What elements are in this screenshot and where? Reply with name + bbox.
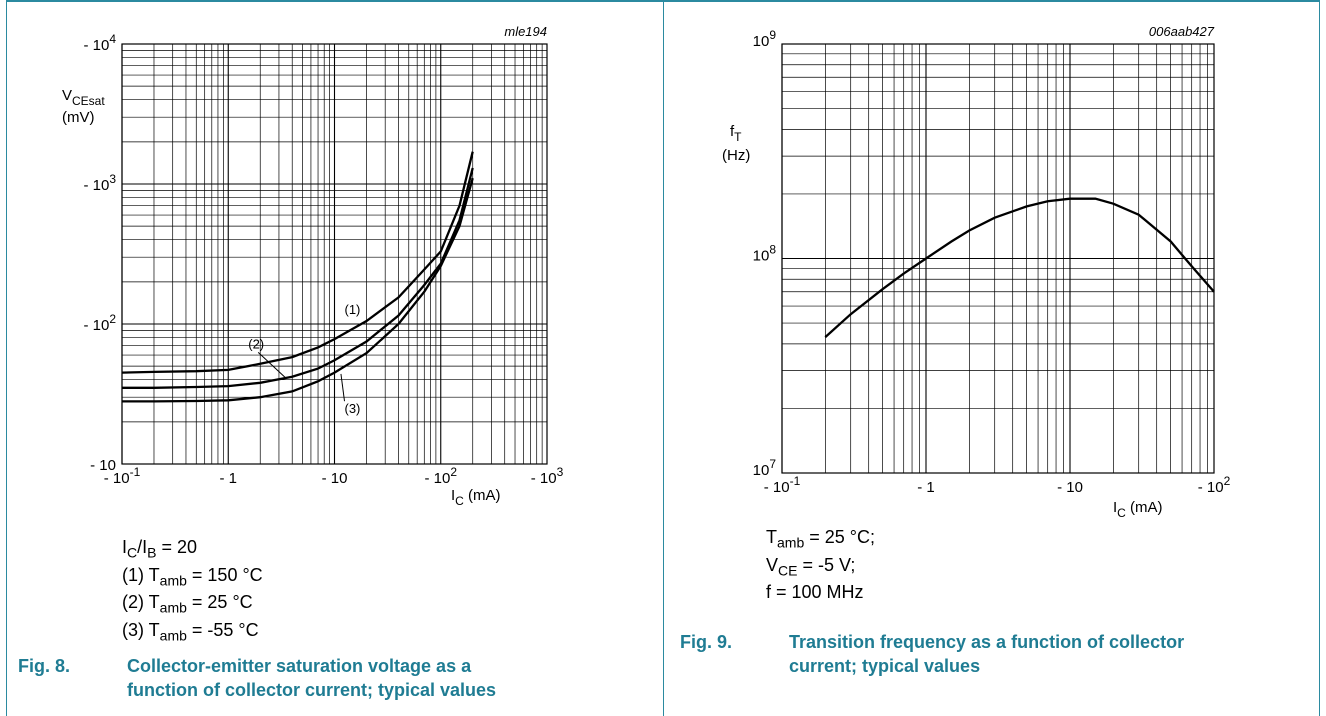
caption-fig8-line2: function of collector current; typical v…: [127, 680, 497, 700]
fig8-y-tick-label: - 103: [83, 172, 116, 194]
fig9-x-tick-label: - 10-1: [764, 474, 801, 496]
fig8-condition-1: (1) Tamb = 150 °C: [122, 564, 263, 589]
fig8-x-axis-label: IC (mA): [451, 487, 501, 508]
fig8-leader-2: [257, 351, 287, 379]
fig9-x-tick-label: - 10: [1057, 479, 1083, 496]
fig8-series-line-3: [122, 177, 474, 403]
caption-fig9-line2: current; typical values: [789, 656, 981, 676]
caption-fig9-line1: Transition frequency as a function of co…: [789, 632, 1185, 652]
fig9-series-line: [824, 197, 1215, 338]
fig8-y-tick-label: - 102: [83, 312, 116, 334]
fig9-condition-1: VCE = -5 V;: [766, 554, 856, 579]
fig8-y-tick-label: - 104: [83, 32, 116, 54]
fig9-condition-2: f = 100 MHz: [766, 582, 864, 603]
fig8-condition-0: IC/IB = 20: [122, 537, 198, 561]
fig9-x-tick-label: - 102: [1198, 474, 1231, 496]
fig8-y-axis-label: VCEsat: [62, 87, 105, 108]
fig8-y-axis-unit: (mV): [62, 109, 95, 126]
fig8-y-tick-label: - 10: [90, 457, 116, 474]
fig8-series-label-2: (2): [248, 336, 264, 351]
caption-fig8-line1: Collector-emitter saturation voltage as …: [127, 656, 472, 676]
fig8-series-line-2: [122, 167, 474, 389]
fig9-y-axis-label: fT: [730, 123, 742, 144]
fig9-y-tick-label: 108: [753, 243, 777, 265]
fig8-leader-3: [340, 373, 345, 402]
conditions-fig9: Tamb = 25 °C; VCE = -5 V; f = 100 MHz: [766, 526, 875, 603]
fig9-y-tick-label: 109: [753, 28, 777, 50]
fig8-series-label-3: (3): [345, 401, 361, 416]
conditions-fig8: IC/IB = 20 (1) Tamb = 150 °C (2) Tamb = 25…: [122, 536, 263, 646]
fig8-series-line-1: [121, 151, 474, 374]
fig8-x-tick-label: - 103: [531, 465, 564, 487]
fig9-figure-code: 006aab427: [1149, 24, 1215, 39]
fig9-y-tick-label: 107: [753, 457, 777, 479]
column-divider: [663, 0, 664, 716]
fig8-x-tick-label: - 10: [322, 470, 348, 487]
fig9-x-tick-label: - 1: [917, 479, 935, 496]
fig8-condition-2: (2) Tamb = 25 °C: [122, 592, 253, 616]
fig8-x-tick-label: - 102: [424, 465, 457, 487]
fig8-x-tick-label: - 10-1: [104, 465, 141, 487]
caption-fig9-number: Fig. 9.: [680, 632, 733, 652]
fig9-condition-0: Tamb = 25 °C;: [766, 527, 875, 551]
fig9-y-axis-unit: (Hz): [722, 147, 750, 164]
caption-fig8-number: Fig. 8.: [18, 656, 71, 676]
fig8-series-label-1: (1): [345, 302, 361, 317]
fig8-x-tick-label: - 1: [219, 470, 237, 487]
fig8-figure-code: mle194: [504, 24, 547, 39]
fig9-x-axis-label: IC (mA): [1113, 499, 1163, 520]
chart-fig8: - 10-1 - 1 - 10 - 102 - 103 - 10 - 102 - 103 - 1…: [62, 24, 564, 508]
fig8-condition-3: (3) Tamb = -55 °C: [122, 619, 259, 644]
